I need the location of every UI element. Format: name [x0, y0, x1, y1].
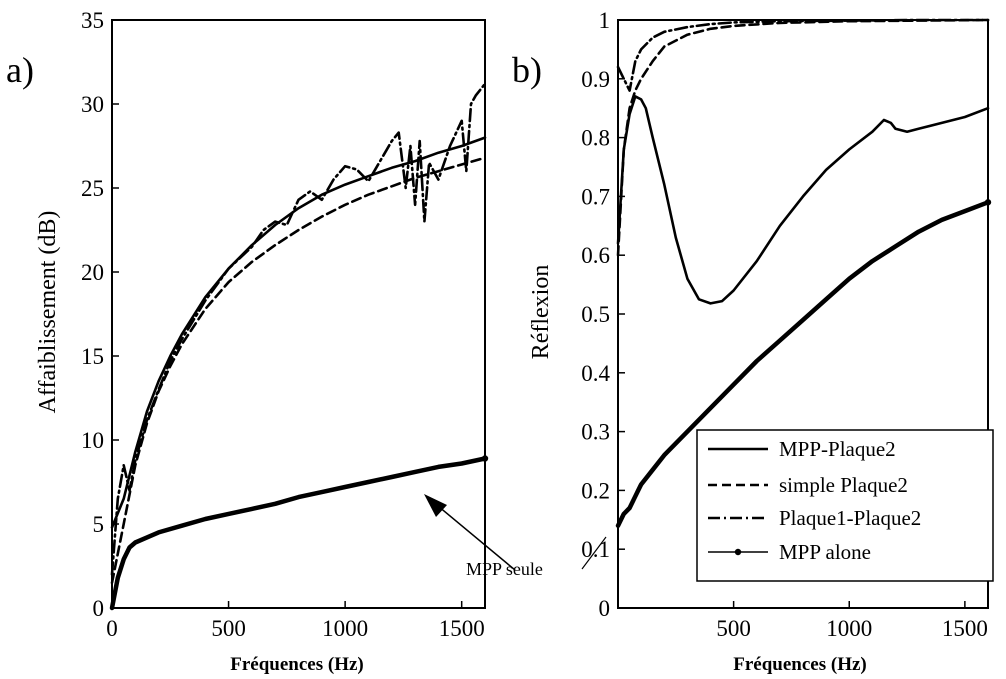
- x-tick-label: 0: [106, 616, 118, 641]
- y-tick-label: 0.8: [581, 126, 610, 151]
- annotation-text: MPP seule: [466, 559, 543, 579]
- y-tick-label: 0.4: [581, 361, 610, 386]
- legend-marker-mpp-alone: [734, 548, 742, 556]
- y-tick-label: 0.3: [581, 420, 610, 445]
- panel-b-label: b): [512, 50, 542, 90]
- y-tick-label: 0.7: [581, 184, 610, 209]
- y-tick-label: 15: [81, 344, 104, 369]
- x-tick-label: 500: [716, 616, 751, 641]
- x-tick-label: 1500: [942, 616, 988, 641]
- panel-a: a) Affaiblissement (dB) Fréquences (Hz) …: [6, 8, 607, 675]
- y-tick-label: 0.2: [581, 478, 610, 503]
- legend: MPP-Plaque2 simple Plaque2 Plaque1-Plaqu…: [696, 429, 994, 582]
- series-line-simple-plaque2: [110, 156, 487, 585]
- y-tick-label: 0.1: [581, 537, 610, 562]
- panel-b-ticks: 500 1000 1500 0 0.1 0.2 0.3 0.4 0.5 0.6 0.7 0.8 0.9 1: [581, 8, 988, 641]
- panel-a-xlabel: Fréquences (Hz): [230, 654, 363, 675]
- series-line-mpp-plaque2: [616, 95, 990, 305]
- legend-box: [696, 429, 994, 582]
- panel-a-ylabel: Affaiblissement (dB): [35, 211, 61, 414]
- panel-a-series: [109, 82, 489, 611]
- y-tick-label: 0.9: [581, 67, 610, 92]
- annotation-arrowhead: [424, 494, 447, 517]
- y-tick-label: 0: [93, 596, 105, 621]
- panel-b-xlabel: Fréquences (Hz): [733, 654, 866, 675]
- panel-b-ylabel: Réflexion: [528, 265, 554, 360]
- legend-label-mpp-plaque2: MPP-Plaque2: [779, 437, 896, 461]
- y-tick-label: 10: [81, 428, 104, 453]
- series-line-mpp-alone: [109, 456, 488, 611]
- x-tick-label: 1000: [322, 616, 368, 641]
- panel-a-annotation: MPP seule: [424, 494, 607, 579]
- y-tick-label: 1: [599, 8, 611, 33]
- series-line-simple-plaque2: [616, 18, 990, 257]
- panel-a-frame: [111, 19, 486, 609]
- series-point-mpp-alone: [984, 199, 992, 206]
- x-tick-label: 1500: [439, 616, 485, 641]
- panel-a-label: a): [6, 50, 34, 90]
- panel-b-series: [615, 18, 992, 528]
- y-tick-label: 20: [81, 260, 104, 285]
- panel-a-ticks: 0 500 1000 1500 0 5 10 15 20 25 30 35: [81, 8, 485, 641]
- series-line-mpp-alone: [615, 200, 991, 528]
- y-tick-label: 0: [599, 596, 611, 621]
- y-tick-label: 5: [93, 512, 105, 537]
- y-tick-label: 25: [81, 176, 104, 201]
- y-tick-label: 30: [81, 92, 104, 117]
- legend-label-mpp-alone: MPP alone: [779, 540, 871, 564]
- y-tick-label: 0.5: [581, 302, 610, 327]
- annotation-arrow-line: [431, 500, 516, 571]
- legend-label-simple-plaque2: simple Plaque2: [779, 473, 908, 497]
- series-line-plaque1-plaque2: [110, 82, 487, 576]
- y-tick-label: 35: [81, 8, 104, 33]
- series-line-plaque1-plaque2: [616, 18, 990, 92]
- series-point-mpp-alone: [481, 455, 489, 462]
- x-tick-label: 1000: [826, 616, 872, 641]
- legend-label-plaque1-plaque2: Plaque1-Plaque2: [779, 506, 921, 530]
- annotation-leader-line: [581, 536, 607, 570]
- x-tick-label: 500: [211, 616, 246, 641]
- y-tick-label: 0.6: [581, 243, 610, 268]
- panel-b: b) Réflexion Fréquences (Hz) 500 1000 1500…: [512, 8, 994, 675]
